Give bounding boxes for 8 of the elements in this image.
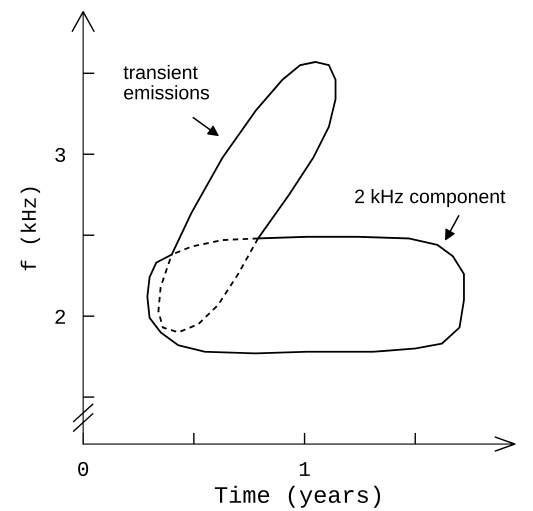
x-tick-label: 1: [300, 462, 310, 476]
x-axis-title: Time (years): [214, 486, 380, 508]
annotation: 2 kHz component: [355, 189, 506, 208]
y-tick-label: 2: [55, 310, 66, 324]
y-tick-label: 3: [55, 148, 66, 162]
annotation: transient emissions: [124, 64, 210, 100]
y-axis-title: f (kHz): [20, 188, 40, 270]
x-tick-label: 0: [78, 462, 88, 476]
